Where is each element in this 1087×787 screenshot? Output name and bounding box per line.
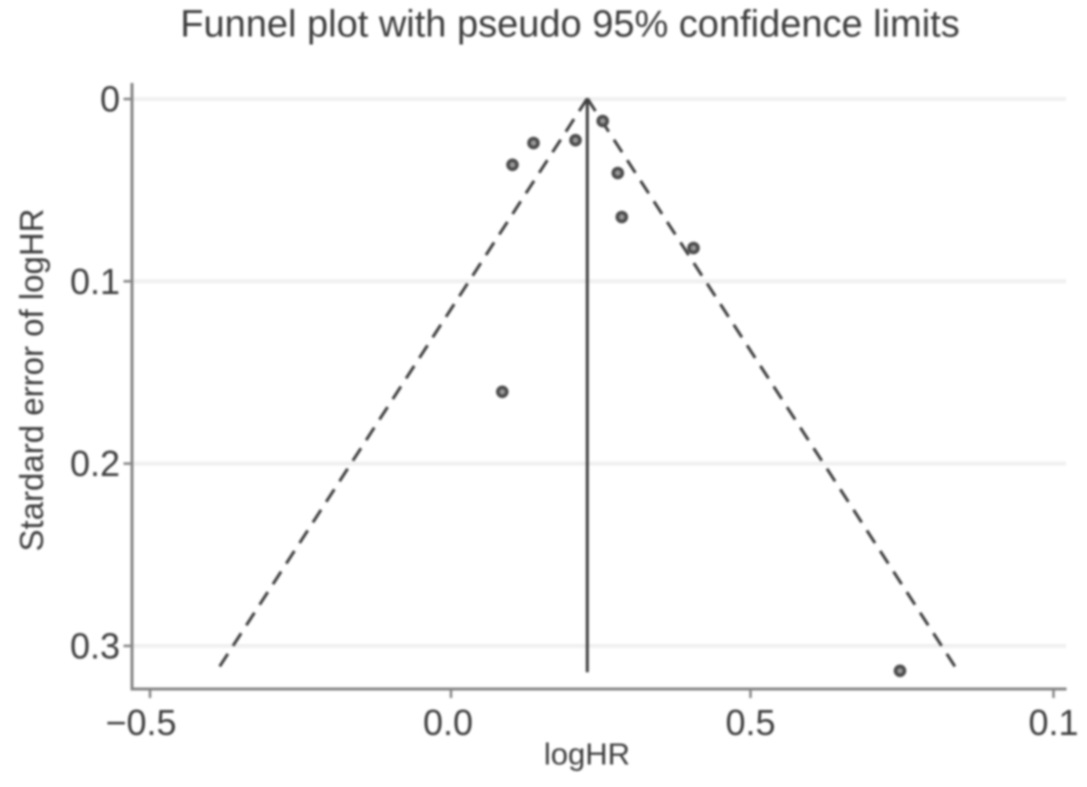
svg-text:0.3: 0.3	[70, 625, 120, 666]
svg-text:−0.5: −0.5	[105, 702, 176, 743]
svg-text:0: 0	[100, 79, 120, 120]
svg-text:0.0: 0.0	[423, 702, 473, 743]
svg-text:Funnel plot with pseudo 95% co: Funnel plot with pseudo 95% confidence l…	[180, 4, 959, 46]
svg-text:0.2: 0.2	[70, 443, 120, 484]
svg-text:0.1: 0.1	[70, 261, 120, 302]
svg-text:logHR: logHR	[544, 737, 630, 772]
svg-text:0.1: 0.1	[1028, 702, 1078, 743]
svg-text:Stardard error of logHR: Stardard error of logHR	[13, 209, 50, 552]
svg-text:0.5: 0.5	[725, 702, 775, 743]
